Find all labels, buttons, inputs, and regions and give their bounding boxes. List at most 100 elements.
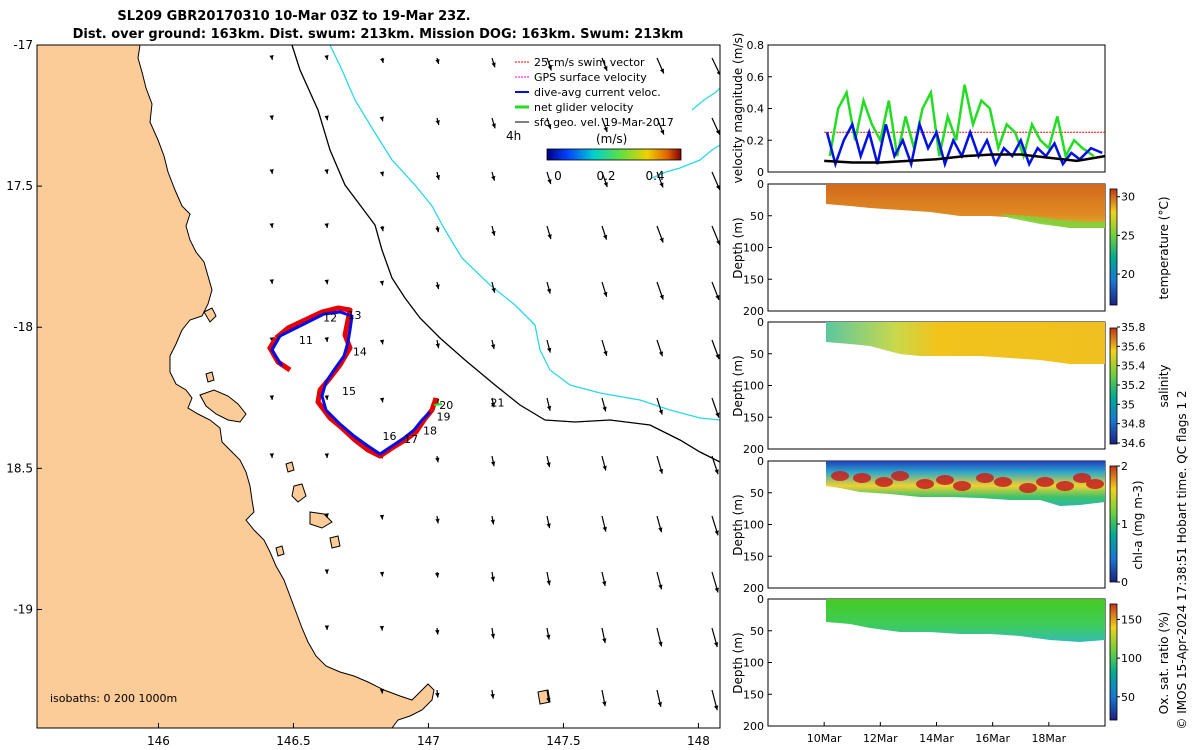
chla-maximum-patch [1073,473,1091,483]
velocity-arrow-head [659,294,664,300]
depth-tick-label: 150 [743,411,764,424]
day-label: 18 [423,424,437,437]
isobath-1000 [329,45,720,421]
colorbar-tick-label: 50 [1121,691,1135,704]
velocity-arrow-head [658,584,663,590]
oxygen-field [826,599,1105,642]
velocity-arrow-head [379,625,384,631]
time-tick-label: 18Mar [1031,732,1066,745]
colorbar-title: (m/s) [596,132,627,146]
velocity-arrow-head [603,182,608,188]
temperature-deep-band [1000,214,1105,228]
velocity-arrow-head [602,581,607,587]
day-label: 12 [323,312,337,325]
velocity-arrow-head [603,291,608,297]
velocity-arrow-head [715,412,720,418]
chla-maximum-patch [936,475,954,485]
colorbar-tick-label: 35.4 [1121,360,1146,373]
temperature-y-axis: 0 50 100 150 200 [743,178,772,318]
map-y-tick-label: 18.5 [6,461,33,475]
legend-scale-label: 4h [506,129,521,143]
colorbar-tick-label: 150 [1121,613,1142,626]
chla-maximum-patch [953,481,971,491]
velocity-arrow-head [491,461,496,467]
velocity-arrow-head [715,294,720,300]
velocity-arrow-head [324,395,329,400]
time-tick-label: 10Mar [807,732,842,745]
island-e [329,535,341,549]
velocity-arrow-head [435,227,440,233]
velocity-arrow-head [379,116,384,122]
velocity-arrow-head [435,457,440,463]
oxygen-panel: 0 50 100 150 200 Depth (m) 150 100 50 Ox. sat.… [731,593,1171,733]
velocity-arrow-head [324,625,329,630]
colorbar-tick-label: 20 [1121,268,1135,281]
velocity-arrow-head [546,462,551,468]
velocity-arrow-head [714,705,719,711]
chla-maximum-patch [831,471,849,481]
colorbar-tick-label: 1 [1121,518,1128,531]
velocity-arrow-head [380,226,385,232]
velocity-arrow-head [269,223,274,228]
velocity-arrow-head [324,453,329,458]
velocity-arrow-head [715,354,720,360]
depth-tick-label: 200 [743,305,764,318]
chla-y-axis: 0 50 100 150 200 [743,455,772,595]
velocity-arrow-head [379,171,385,177]
velocity-arrow-head [491,287,496,293]
time-tick-label: 12Mar [863,732,898,745]
velocity-arrow-head [435,692,440,698]
velocity-tick-label: 0.6 [747,71,765,84]
depth-tick-label: 0 [757,316,764,329]
velocity-tick-label: 0.2 [747,134,765,147]
velocity-arrow-head [490,693,495,699]
colorbar-tick-label: 35.6 [1121,340,1146,353]
colorbar-tick-label: 35.2 [1121,379,1146,392]
legend-net: net glider velocity [534,101,634,114]
chla-maximum-patch [1019,483,1037,493]
velocity-arrow-head [324,169,329,174]
time-tick-label: 14Mar [919,732,954,745]
velocity-arrow-head [658,468,664,474]
chla-maximum-patch [1086,479,1104,489]
isobath-1000-offshore [651,144,720,179]
velocity-arrow-head [714,530,719,536]
oxygen-y-axis: 0 50 100 150 200 [743,593,772,733]
time-axis: 10Mar 12Mar 14Mar 16Mar 18Mar [807,722,1067,745]
velocity-arrow-head [490,402,496,408]
day-label: 16 [383,430,397,443]
salinity-cb-label: salinity [1157,364,1171,407]
day-label: 19 [437,410,451,423]
velocity-arrow-head [658,351,664,357]
velocity-series-line [828,84,1095,161]
velocity-panel: 0 0.2 0.4 0.6 0.8 velocity magnitude (m/s) [731,33,1106,183]
velocity-arrow-head [324,513,329,518]
colorbar-tick-label: 30 [1121,191,1135,204]
depth-tick-label: 100 [743,380,764,393]
figure-title-line1: SL209 GBR20170310 10-Mar 03Z to 19-Mar 2… [117,9,470,24]
velocity-arrow-head [324,54,329,60]
chla-ylabel: Depth (m) [731,494,745,555]
velocity-arrow-head [379,280,384,286]
chla-maximum-patch [916,479,934,489]
day-label: 11 [299,334,313,347]
chla-maximum-patch [853,473,871,483]
velocity-arrow-head [324,223,329,228]
salinity-y-axis: 0 50 100 150 200 [743,316,772,456]
velocity-arrow-head [324,337,329,342]
velocity-arrow-head [269,279,274,284]
velocity-arrow-head [715,129,720,135]
speed-cb-tick-0: 0 [554,169,562,183]
velocity-arrow-head [714,469,719,475]
speed-cb-tick-2: 0.4 [645,169,664,183]
temperature-panel: 0 50 100 150 200 Depth (m) 30 25 20 temperatur… [731,178,1171,318]
velocity-arrow-head [547,124,552,130]
velocity-arrow-head [435,629,440,635]
velocity-arrow-head [546,523,551,529]
velocity-arrow-head [716,184,720,190]
island-a [203,307,217,323]
velocity-arrow-head [658,409,663,415]
oxygen-colorbar [1109,603,1118,721]
velocity-arrow-head [269,115,274,120]
velocity-arrow-head [546,580,551,586]
